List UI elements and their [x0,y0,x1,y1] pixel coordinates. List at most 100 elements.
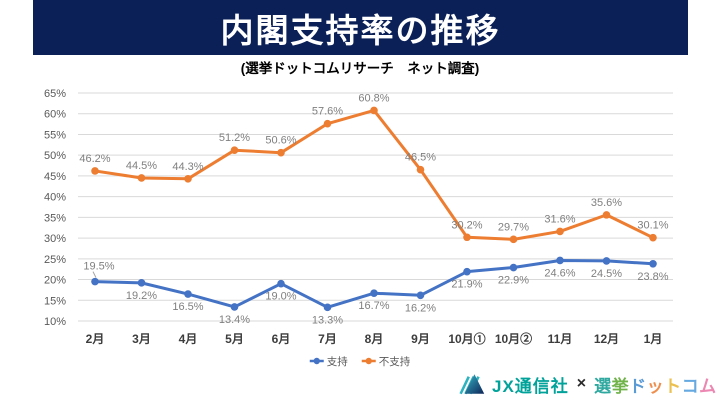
x-tick-label: 10月② [495,331,532,346]
x-tick-label: 9月 [411,332,430,346]
y-tick-label: 55% [44,129,66,141]
data-point [370,106,378,115]
jx-logo-icon [459,374,485,395]
chart-subtitle: (選挙ドットコムリサーチ ネット調査) [240,61,480,76]
y-tick-label: 65% [44,88,66,100]
data-label: 46.5% [405,152,436,164]
data-label: 13.3% [312,314,343,326]
data-point [184,290,192,298]
data-label: 30.2% [451,219,482,231]
data-label: 24.5% [591,268,622,280]
y-tick-label: 20% [44,275,66,287]
data-label: 50.6% [265,135,296,147]
data-point [370,289,378,298]
senkyo-logo-char: ム [699,376,717,396]
legend-label: 支持 [327,355,348,368]
data-point [230,146,239,155]
data-point [137,174,146,182]
data-label: 24.6% [544,267,575,279]
data-point [463,233,471,242]
data-label: 23.8% [637,271,668,283]
y-tick-label: 60% [44,109,66,121]
page-title: 内閣支持率の推移 [220,11,501,49]
data-point [416,165,425,174]
data-label: 44.5% [126,160,157,172]
logo-separator: × [576,375,587,392]
title-band: 内閣支持率の推移 [33,0,688,55]
label-leader-line [92,271,97,278]
legend-item: 支持 [309,355,348,368]
data-label: 16.5% [172,301,203,313]
data-label: 31.6% [544,213,575,225]
y-tick-label: 10% [44,316,66,328]
senkyo-logo-char: ド [629,376,647,396]
data-point [323,303,332,312]
data-point [602,257,611,265]
data-point [277,279,285,288]
data-label: 35.6% [591,197,622,209]
data-point [277,148,285,157]
data-point [184,175,192,183]
data-point [556,227,564,236]
x-tick-label: 12月 [594,332,619,346]
legend-marker-dot [313,357,320,365]
data-point [137,279,146,287]
x-tick-label: 2月 [86,332,105,346]
data-label: 13.4% [219,314,250,326]
data-label: 30.1% [637,220,668,232]
footer-logos: JX通信社 × 選挙ドットコム [459,368,717,400]
data-point [509,235,518,244]
data-label: 19.0% [265,291,296,303]
data-point [463,267,471,276]
senkyo-logo-char: ッ [646,376,665,396]
data-label: 16.2% [405,302,436,314]
senkyo-logo-text: 選挙ドットコム [594,372,717,397]
x-tick-label: 7月 [318,332,337,346]
senkyo-logo-char: 挙 [611,376,630,396]
data-point [556,256,564,265]
data-point [509,263,518,272]
x-tick-label: 8月 [365,332,384,346]
data-point [230,303,239,311]
x-tick-label: 3月 [132,332,151,346]
data-label: 29.7% [498,221,529,233]
data-label: 46.2% [79,153,110,165]
y-tick-label: 35% [44,212,66,224]
data-label: 51.2% [219,132,250,144]
jx-logo-text: JX通信社 [492,376,569,396]
data-label: 57.6% [312,106,343,118]
data-label: 44.3% [172,161,203,173]
x-tick-label: 4月 [179,332,198,346]
y-tick-label: 40% [44,192,66,204]
data-label: 21.9% [451,279,482,291]
x-tick-label: 5月 [225,332,244,346]
y-tick-label: 45% [44,171,66,183]
senkyo-logo-char: 選 [594,376,612,396]
legend-label: 不支持 [379,355,411,368]
line-chart: 10% 15% 20% 25% 30% 35% 40% 45% 50% 55% 60% 65% 2月 3月… [44,88,673,368]
y-tick-label: 15% [44,295,66,307]
data-label: 19.2% [126,290,157,302]
y-tick-label: 25% [44,254,66,266]
data-point [649,259,657,268]
x-tick-label: 11月 [548,332,573,346]
data-label: 60.8% [358,92,389,104]
x-tick-label: 10月① [448,331,485,346]
data-point [649,233,657,242]
data-label: 22.9% [498,275,529,287]
data-label: 19.5% [83,261,114,273]
y-tick-label: 50% [44,150,66,162]
data-point [91,167,99,175]
legend-item: 不支持 [361,355,411,368]
x-tick-label: 1月 [644,332,663,346]
data-point [416,291,425,300]
senkyo-logo-char: ト [664,376,682,396]
x-tick-label: 6月 [272,332,291,346]
legend-marker-dot [365,357,372,365]
data-point [323,119,332,128]
senkyo-logo-char: コ [681,376,700,396]
data-point [602,211,611,219]
data-point [91,277,99,286]
data-label: 16.7% [358,300,389,312]
